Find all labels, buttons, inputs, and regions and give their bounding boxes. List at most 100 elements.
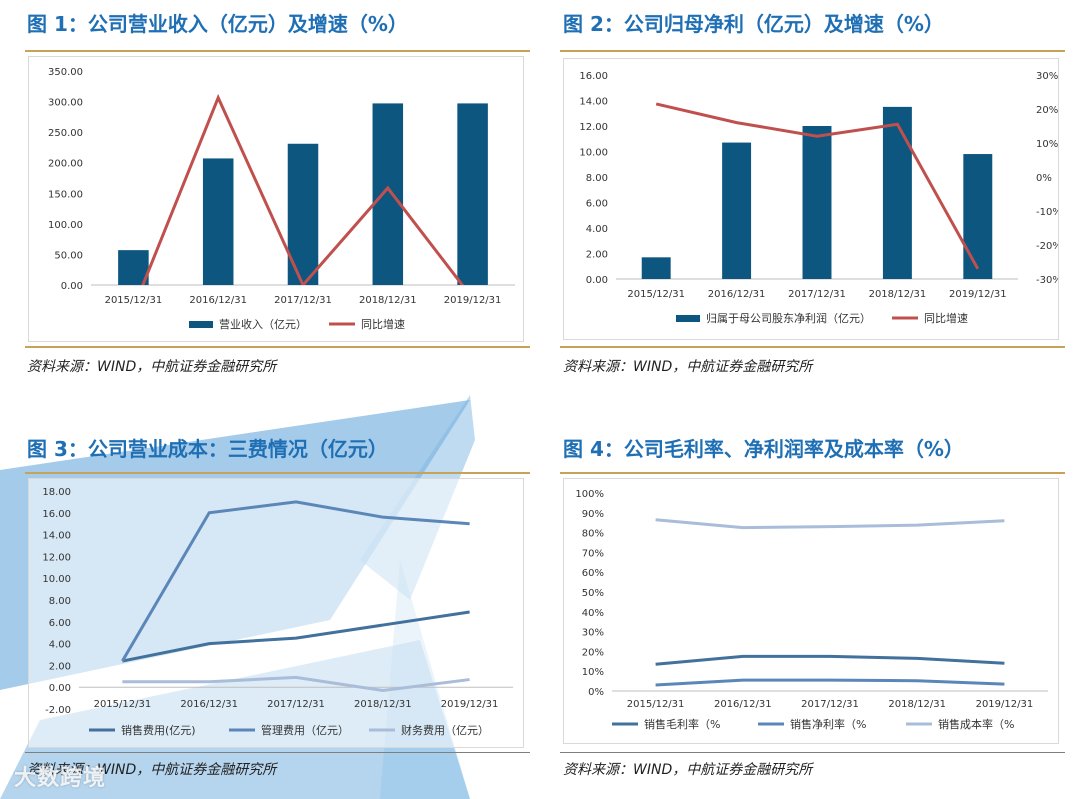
y-tick-label: 350.00 — [48, 67, 83, 78]
chart-net-profit: 0.00 2.00 4.00 6.00 8.00 10.00 12.00 14.00 16.00… — [563, 58, 1059, 340]
x-tick-label: 2015/12/31 — [105, 295, 163, 306]
bar-2019/12/31 — [963, 154, 993, 279]
source-note: 资料来源：WIND，中航证券金融研究所 — [27, 762, 277, 778]
x-tick-label: 2016/12/31 — [180, 699, 238, 710]
y2-tick-label: -10% — [1036, 207, 1058, 218]
growth-rate-line — [141, 93, 465, 285]
title-rule — [560, 472, 1065, 474]
source-rule — [560, 346, 1065, 348]
y-tick-label: 8.00 — [49, 596, 71, 607]
panel-title: 图 2：公司归母净利（亿元）及增速（%） — [563, 12, 944, 36]
x-tick-label: 2017/12/31 — [788, 289, 846, 300]
y-tick-label: 10.00 — [42, 574, 71, 585]
x-tick-label: 2019/12/31 — [976, 699, 1034, 710]
y-tick-label: 50% — [582, 588, 604, 599]
y-tick-label: 6.00 — [586, 199, 608, 210]
source-rule — [25, 752, 530, 753]
source-note: 资料来源：WIND，中航证券金融研究所 — [27, 359, 277, 375]
legend-label: 营业收入（亿元） — [219, 317, 307, 331]
legend-label: 同比增速 — [924, 311, 968, 325]
x-tick-label: 2018/12/31 — [869, 289, 927, 300]
y2-tick-label: -20% — [1036, 241, 1058, 252]
x-tick-label: 2019/12/31 — [949, 289, 1007, 300]
y-tick-label: 2.00 — [49, 661, 71, 672]
legend-swatch-bar — [189, 321, 213, 328]
series-line-2 — [122, 675, 470, 692]
legend-label: 销售净利率（% — [790, 717, 866, 731]
margins-chart-svg: 0% 10% 20% 30% 40% 50% 60% 70% 80% 90% 100% 2015/12… — [575, 489, 1048, 731]
panel-title: 图 3：公司营业成本：三费情况（亿元） — [27, 437, 388, 461]
chart-revenue: 0.00 50.00 100.00 150.00 200.00 250.00 300.00 3… — [28, 56, 524, 342]
y-tick-label: 150.00 — [48, 189, 83, 200]
expenses-chart-svg: -2.00 0.00 2.00 4.00 6.00 8.00 10.00 12.00 14.00… — [42, 487, 513, 737]
y-tick-label: 70% — [582, 548, 604, 559]
y-tick-label: 50.00 — [54, 250, 83, 261]
y2-tick-label: 30% — [1036, 71, 1058, 82]
legend-swatch-bar — [676, 315, 700, 322]
series-line-0 — [655, 654, 1005, 666]
x-tick-label: 2015/12/31 — [627, 289, 685, 300]
source-rule — [25, 346, 530, 348]
y-tick-label: 200.00 — [48, 159, 83, 170]
y-tick-label: 60% — [582, 568, 604, 579]
y-tick-label: 4.00 — [49, 640, 71, 651]
y-tick-label: 12.00 — [42, 552, 71, 563]
title-rule — [560, 50, 1065, 52]
x-tick-label: 2016/12/31 — [708, 289, 766, 300]
y-tick-label: 16.00 — [42, 509, 71, 520]
chart-expenses: -2.00 0.00 2.00 4.00 6.00 8.00 10.00 12.00 14.00… — [28, 478, 524, 748]
y-tick-label: 4.00 — [586, 224, 608, 235]
legend-label: 同比增速 — [361, 317, 405, 331]
x-tick-label: 2019/12/31 — [441, 699, 499, 710]
y-tick-label: 12.00 — [579, 122, 608, 133]
y-tick-label: 100.00 — [48, 220, 83, 231]
y-tick-label: 20% — [582, 647, 604, 658]
series-line-1 — [655, 678, 1005, 687]
x-tick-label: 2018/12/31 — [359, 295, 417, 306]
y-tick-label: 6.00 — [49, 618, 71, 629]
source-rule — [560, 752, 1065, 753]
net-profit-chart-svg: 0.00 2.00 4.00 6.00 8.00 10.00 12.00 14.00 16.00… — [579, 71, 1058, 325]
y2-tick-label: 0% — [1036, 173, 1052, 184]
source-note: 资料来源：WIND，中航证券金融研究所 — [563, 359, 813, 375]
bar-2018/12/31 — [372, 103, 404, 285]
y-tick-label: 18.00 — [42, 487, 71, 498]
y-tick-label: -2.00 — [45, 705, 71, 716]
chart-margins: 0% 10% 20% 30% 40% 50% 60% 70% 80% 90% 100% 2015/12… — [563, 478, 1059, 744]
bar-2016/12/31 — [722, 142, 752, 279]
y2-tick-label: 10% — [1036, 139, 1058, 150]
y-tick-label: 0.00 — [586, 275, 608, 286]
title-rule — [25, 472, 530, 474]
panel-title: 图 4：公司毛利率、净利润率及成本率（%） — [563, 437, 964, 461]
y2-tick-label: 20% — [1036, 105, 1058, 116]
x-tick-label: 2015/12/31 — [627, 699, 685, 710]
x-tick-label: 2017/12/31 — [801, 699, 859, 710]
x-tick-label: 2018/12/31 — [888, 699, 946, 710]
legend-label: 归属于母公司股东净利润（亿元） — [706, 311, 871, 325]
y-tick-label: 10.00 — [579, 148, 608, 159]
y-tick-label: 80% — [582, 529, 604, 540]
bar-2017/12/31 — [802, 126, 832, 279]
x-tick-label: 2018/12/31 — [354, 699, 412, 710]
y2-tick-label: -30% — [1036, 275, 1058, 286]
x-tick-label: 2016/12/31 — [189, 295, 247, 306]
legend-label: 财务费用（亿元） — [401, 723, 489, 737]
y-tick-label: 2.00 — [586, 250, 608, 261]
y-tick-label: 250.00 — [48, 128, 83, 139]
y-tick-label: 0.00 — [49, 683, 71, 694]
y-tick-label: 100% — [575, 489, 604, 500]
growth-rate-line — [655, 102, 980, 270]
x-tick-label: 2016/12/31 — [714, 699, 772, 710]
legend-label: 销售费用(亿元) — [121, 723, 196, 737]
y-tick-label: 0% — [588, 687, 604, 698]
bar-2019/12/31 — [457, 103, 488, 285]
legend-label: 管理费用（亿元） — [261, 723, 349, 737]
bar-2018/12/31 — [882, 106, 912, 279]
title-rule — [25, 50, 530, 52]
y-tick-label: 16.00 — [579, 71, 608, 82]
y-tick-label: 30% — [582, 628, 604, 639]
x-tick-label: 2017/12/31 — [274, 295, 332, 306]
series-line-2 — [655, 518, 1005, 530]
y-tick-label: 8.00 — [586, 173, 608, 184]
y-tick-label: 14.00 — [579, 97, 608, 108]
